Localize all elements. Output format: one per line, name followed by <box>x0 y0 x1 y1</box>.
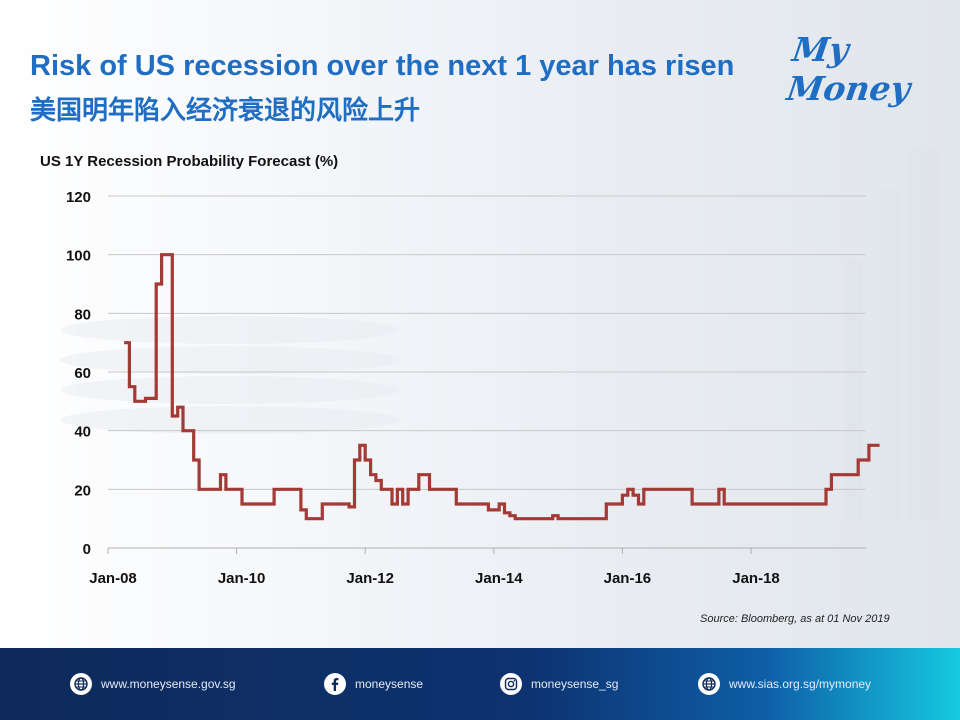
footer-link-sias-website[interactable]: www.sias.org.sg/mymoney <box>698 672 871 696</box>
y-tick-label: 60 <box>74 365 91 382</box>
chart-title: US 1Y Recession Probability Forecast (%) <box>40 153 338 170</box>
footer-link-text: www.sias.org.sg/mymoney <box>729 677 872 691</box>
x-tick-label: Jan-18 <box>732 570 780 587</box>
x-tick-label: Jan-08 <box>89 570 137 587</box>
page-title: Risk of US recession over the next 1 yea… <box>30 50 735 82</box>
y-tick-label: 40 <box>74 424 91 441</box>
brand-logo: My Money <box>784 30 913 108</box>
source-note: Source: Bloomberg, as at 01 Nov 2019 <box>700 613 890 625</box>
footer-bar: www.moneysense.gov.sg moneysense moneyse… <box>0 648 960 720</box>
y-tick-label: 100 <box>66 248 91 265</box>
x-tick-label: Jan-14 <box>475 570 523 587</box>
x-tick-label: Jan-12 <box>346 570 394 587</box>
footer-link-text: www.moneysense.gov.sg <box>101 677 236 691</box>
x-tick-label: Jan-16 <box>604 570 652 587</box>
footer-link-instagram[interactable]: moneysense_sg <box>500 672 618 696</box>
series-line <box>124 253 880 521</box>
footer-link-text: moneysense_sg <box>531 677 619 691</box>
y-tick-label: 120 <box>66 189 91 206</box>
y-tick-label: 0 <box>83 541 91 558</box>
instagram-icon <box>500 673 522 695</box>
recession-probability-chart: US 1Y Recession Probability Forecast (%)… <box>40 153 880 587</box>
footer-link-text: moneysense <box>355 677 424 691</box>
y-tick-label: 20 <box>74 482 91 499</box>
globe-icon <box>698 673 720 695</box>
background-decoration <box>60 150 940 520</box>
facebook-icon <box>324 673 346 695</box>
x-tick-label: Jan-10 <box>218 570 266 587</box>
page-subtitle-chinese: 美国明年陷入经济衰退的风险上升 <box>30 96 421 126</box>
globe-icon <box>70 673 92 695</box>
footer-link-moneysense-website[interactable]: www.moneysense.gov.sg <box>70 672 236 696</box>
footer-link-facebook[interactable]: moneysense <box>324 672 423 696</box>
y-tick-label: 80 <box>74 306 91 323</box>
